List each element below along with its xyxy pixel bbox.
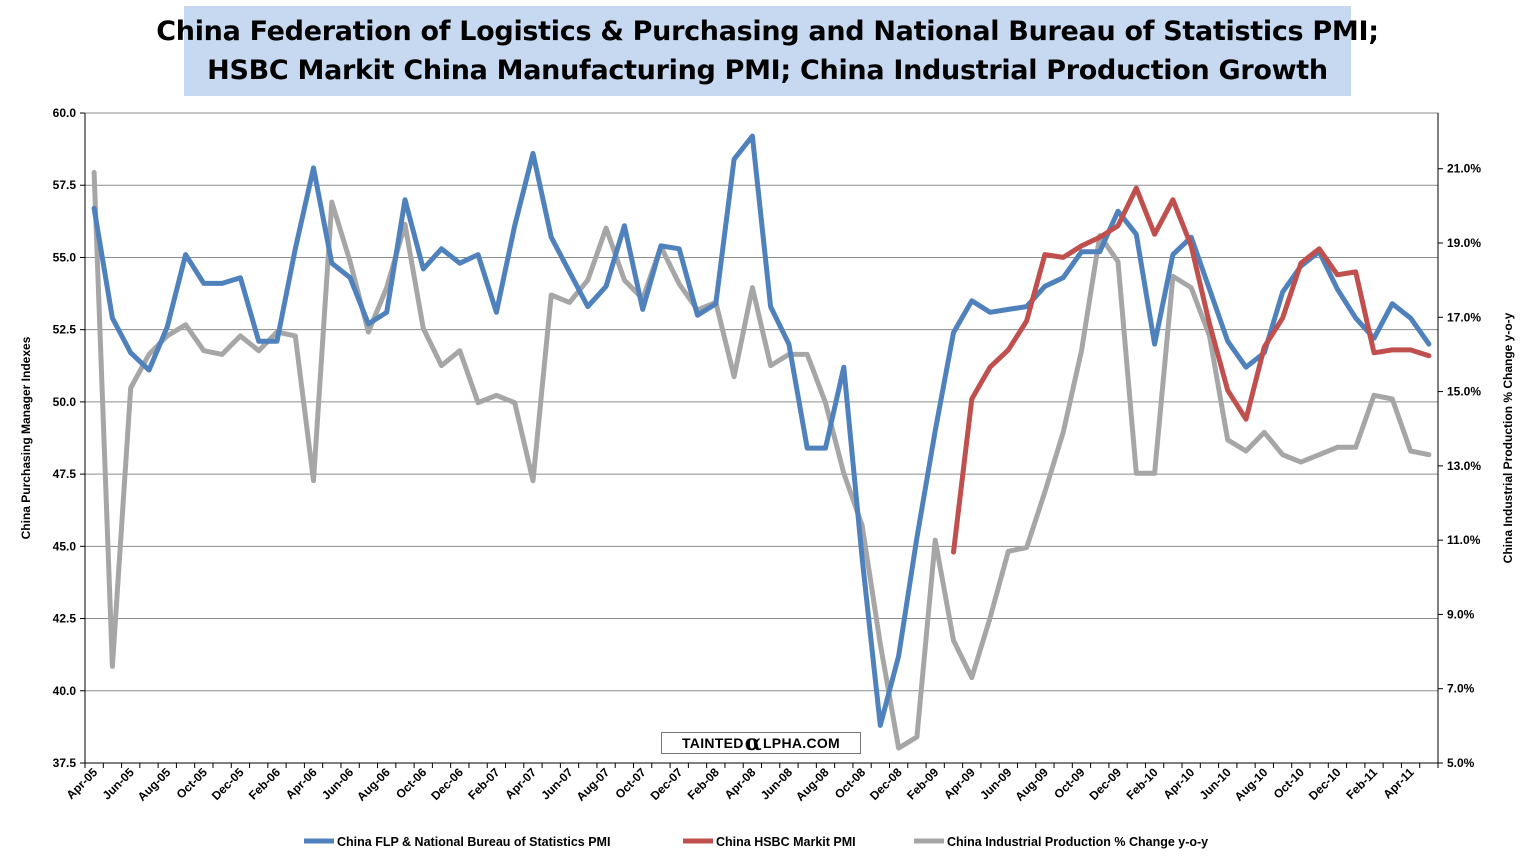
y-right-tick-label: 13.0% xyxy=(1447,459,1481,473)
series-line-2 xyxy=(91,169,1432,751)
axes xyxy=(80,112,1443,768)
tick-labels: 37.5 40.0 42.5 45.0 47.5 50.0 52.5 55.0 57.5 60.0… xyxy=(19,106,1515,804)
y-left-tick-label: 60.0 xyxy=(53,106,77,120)
x-tick-label: Oct-10 xyxy=(1271,765,1308,802)
x-tick-label: Oct-09 xyxy=(1051,765,1088,802)
series-lines xyxy=(91,133,1432,751)
y-right-tick-label: 21.0% xyxy=(1447,162,1481,176)
x-tick-label: Dec-08 xyxy=(867,765,905,803)
y-right-tick-label: 11.0% xyxy=(1447,533,1481,547)
x-tick-label: Aug-05 xyxy=(135,765,174,804)
x-tick-label: Apr-06 xyxy=(283,765,320,802)
chart-title-line2: HSBC Markit China Manufacturing PMI; Chi… xyxy=(207,55,1328,86)
x-tick-label: Oct-06 xyxy=(393,765,430,802)
x-tick-label: Aug-07 xyxy=(574,765,613,804)
y-right-tick-label: 7.0% xyxy=(1447,682,1475,696)
x-tick-label: Dec-10 xyxy=(1306,765,1344,803)
y-left-tick-label: 37.5 xyxy=(53,756,77,770)
x-tick-label: Jun-05 xyxy=(100,765,137,802)
y-left-tick-label: 45.0 xyxy=(53,539,77,553)
y-left-tick-label: 47.5 xyxy=(53,467,77,481)
y-left-tick-label: 50.0 xyxy=(53,395,77,409)
x-tick-label: Jun-07 xyxy=(538,765,575,802)
series-line-1 xyxy=(951,185,1432,555)
series-line-0 xyxy=(91,133,1432,728)
x-tick-label: Apr-10 xyxy=(1161,765,1198,802)
y-left-tick-label: 57.5 xyxy=(53,178,77,192)
x-tick-label: Jun-06 xyxy=(319,765,356,802)
legend: China FLP & National Bureau of Statistic… xyxy=(304,835,1208,849)
y-left-tick-label: 52.5 xyxy=(53,323,77,337)
y-left-tick-label: 40.0 xyxy=(53,684,77,698)
x-tick-label: Oct-08 xyxy=(832,765,869,802)
x-tick-label: Feb-11 xyxy=(1343,765,1380,802)
x-tick-label: Feb-08 xyxy=(685,765,722,802)
x-tick-label: Feb-10 xyxy=(1123,765,1160,802)
legend-label-0: China FLP & National Bureau of Statistic… xyxy=(337,835,610,849)
x-tick-label: Feb-07 xyxy=(465,765,502,802)
x-tick-label: Aug-09 xyxy=(1012,765,1051,804)
y-right-tick-label: 19.0% xyxy=(1447,236,1481,250)
x-tick-label: Jun-09 xyxy=(977,765,1014,802)
x-tick-label: Jun-08 xyxy=(758,765,795,802)
y-right-tick-label: 9.0% xyxy=(1447,607,1475,621)
x-tick-label: Dec-05 xyxy=(209,765,247,803)
x-tick-label: Feb-09 xyxy=(904,765,941,802)
x-tick-label: Apr-08 xyxy=(722,765,759,802)
legend-label-2: China Industrial Production % Change y-o… xyxy=(947,835,1208,849)
y-right-tick-label: 15.0% xyxy=(1447,385,1481,399)
x-tick-label: Aug-06 xyxy=(354,765,393,804)
x-tick-label: Oct-05 xyxy=(174,765,211,802)
legend-label-1: China HSBC Markit PMI xyxy=(716,835,856,849)
watermark-text-post: LPHA.COM xyxy=(762,735,841,751)
watermark-text-pre: TAINTED xyxy=(681,735,744,751)
y-right-tick-label: 5.0% xyxy=(1447,756,1475,770)
chart-title: China Federation of Logistics & Purchasi… xyxy=(156,6,1379,96)
x-tick-label: Dec-06 xyxy=(428,765,466,803)
watermark-logo: TAINTED α LPHA.COM xyxy=(661,732,861,754)
x-tick-label: Apr-09 xyxy=(941,765,978,802)
x-tick-label: Aug-10 xyxy=(1232,765,1271,804)
x-tick-label: Apr-11 xyxy=(1380,765,1417,802)
watermark-alpha: α xyxy=(744,730,762,756)
y-left-tick-label: 55.0 xyxy=(53,250,77,264)
y-left-tick-label: 42.5 xyxy=(53,612,77,626)
x-tick-label: Feb-06 xyxy=(246,765,283,802)
x-tick-label: Apr-05 xyxy=(63,765,100,802)
x-tick-label: Aug-08 xyxy=(793,765,832,804)
y-left-axis-title: China Purchasing Manager Indexes xyxy=(19,336,33,539)
x-tick-label: Dec-09 xyxy=(1086,765,1124,803)
y-right-tick-label: 17.0% xyxy=(1447,310,1481,324)
x-tick-label: Oct-07 xyxy=(612,765,649,802)
x-tick-label: Jun-10 xyxy=(1197,765,1234,802)
x-tick-label: Dec-07 xyxy=(648,765,686,803)
chart-title-line1: China Federation of Logistics & Purchasi… xyxy=(156,16,1379,47)
x-tick-label: Apr-07 xyxy=(502,765,539,802)
y-right-axis-title: China Industrial Production % Change y-o… xyxy=(1501,312,1515,563)
